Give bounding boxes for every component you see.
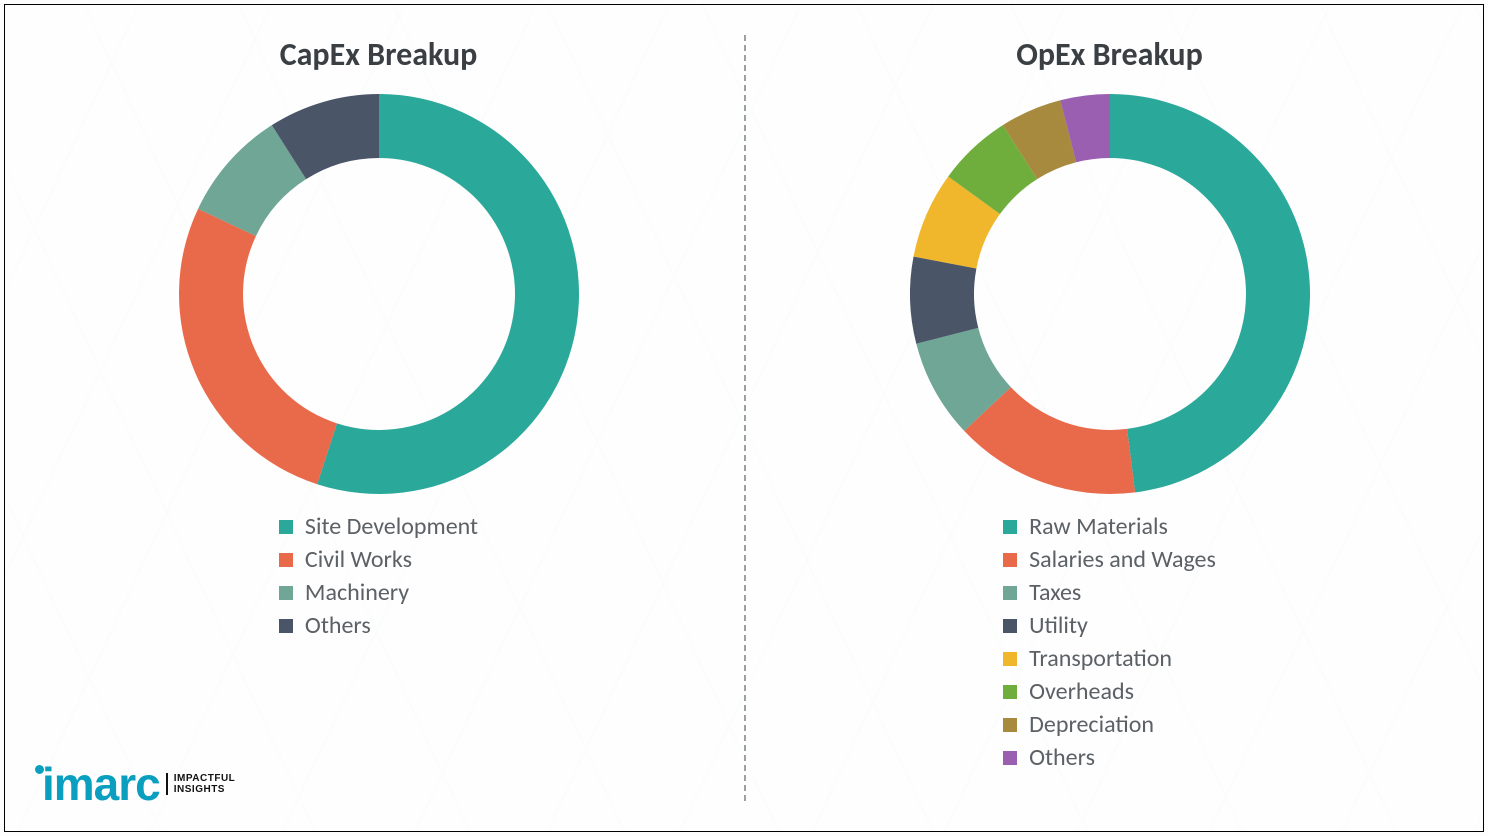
capex-legend-item-2: Machinery [279,578,478,607]
legend-swatch [1003,751,1017,765]
legend-swatch [1003,619,1017,633]
capex-panel: CapEx Breakup Site Development Civil Work… [13,13,744,823]
legend-swatch [279,586,293,600]
capex-legend-item-1: Civil Works [279,545,478,574]
brand-logo: imarc IMPACTFULINSIGHTS [35,761,235,807]
legend-label: Utility [1029,611,1088,640]
legend-swatch [279,520,293,534]
legend-swatch [1003,520,1017,534]
legend-label: Depreciation [1029,710,1154,739]
capex-legend-item-3: Others [279,611,478,640]
legend-label: Others [305,611,371,640]
legend-swatch [1003,685,1017,699]
logo-tagline: IMPACTFULINSIGHTS [166,773,236,795]
legend-label: Civil Works [305,545,412,574]
legend-swatch [279,619,293,633]
opex-panel: OpEx Breakup Raw Materials Salaries and W… [744,13,1475,823]
chart-frame: CapEx Breakup Site Development Civil Work… [4,4,1484,832]
opex-legend: Raw Materials Salaries and Wages Taxes Util… [1003,508,1216,776]
legend-label: Site Development [305,512,478,541]
logo-wordmark: imarc [35,761,160,807]
legend-label: Salaries and Wages [1029,545,1216,574]
opex-legend-item-6: Depreciation [1003,710,1216,739]
panels: CapEx Breakup Site Development Civil Work… [13,13,1475,823]
capex-title: CapEx Breakup [280,35,478,74]
capex-legend: Site Development Civil Works Machinery Othe… [279,508,478,644]
opex-legend-item-3: Utility [1003,611,1216,640]
capex-donut [169,84,589,504]
legend-label: Raw Materials [1029,512,1168,541]
legend-label: Machinery [305,578,409,607]
opex-legend-item-1: Salaries and Wages [1003,545,1216,574]
legend-swatch [279,553,293,567]
capex-slice-1 [179,209,337,484]
legend-label: Others [1029,743,1095,772]
legend-swatch [1003,586,1017,600]
legend-swatch [1003,553,1017,567]
opex-legend-item-7: Others [1003,743,1216,772]
opex-legend-item-4: Transportation [1003,644,1216,673]
opex-title: OpEx Breakup [1016,35,1203,74]
legend-label: Overheads [1029,677,1134,706]
legend-label: Taxes [1029,578,1081,607]
legend-label: Transportation [1029,644,1172,673]
opex-slice-0 [1110,94,1310,492]
capex-legend-item-0: Site Development [279,512,478,541]
opex-donut [900,84,1320,504]
legend-swatch [1003,652,1017,666]
legend-swatch [1003,718,1017,732]
opex-legend-item-5: Overheads [1003,677,1216,706]
opex-legend-item-0: Raw Materials [1003,512,1216,541]
opex-legend-item-2: Taxes [1003,578,1216,607]
